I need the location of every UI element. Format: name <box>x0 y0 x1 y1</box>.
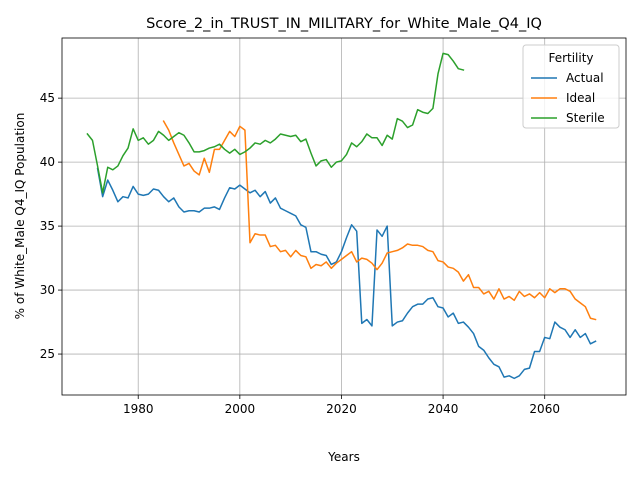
x-tick-label: 2040 <box>428 402 459 416</box>
legend-entries: Actual Ideal Sterile <box>531 71 605 125</box>
legend-title: Fertility <box>548 51 593 65</box>
series-lines <box>86 52 597 380</box>
legend: Fertility Actual Ideal Sterile <box>522 44 620 129</box>
y-tick-label: 45 <box>40 91 55 105</box>
y-tick-label: 30 <box>40 283 55 297</box>
legend-box <box>522 44 620 129</box>
x-tick-label: 2000 <box>225 402 256 416</box>
plot-area-frame <box>61 37 627 396</box>
series-line-sterile <box>86 52 465 194</box>
legend-label-sterile: Sterile <box>566 111 605 125</box>
y-axis-ticks: 25 30 35 40 45 <box>40 91 62 361</box>
legend-label-actual: Actual <box>566 71 604 85</box>
series-line-ideal <box>162 120 597 321</box>
x-tick-label: 1980 <box>123 402 154 416</box>
x-tick-label: 2020 <box>326 402 357 416</box>
y-tick-label: 25 <box>40 347 55 361</box>
x-axis-ticks: 1980 2000 2020 2040 2060 <box>123 395 560 416</box>
x-axis-label: Years <box>327 450 360 464</box>
chart-title: Score_2_in_TRUST_IN_MILITARY_for_White_M… <box>146 16 542 32</box>
y-axis-label: % of White_Male Q4_IQ Population <box>13 113 27 320</box>
x-tick-label: 2060 <box>529 402 560 416</box>
series-line-actual <box>96 167 597 380</box>
y-tick-label: 35 <box>40 219 55 233</box>
legend-label-ideal: Ideal <box>566 91 595 105</box>
y-tick-label: 40 <box>40 155 55 169</box>
